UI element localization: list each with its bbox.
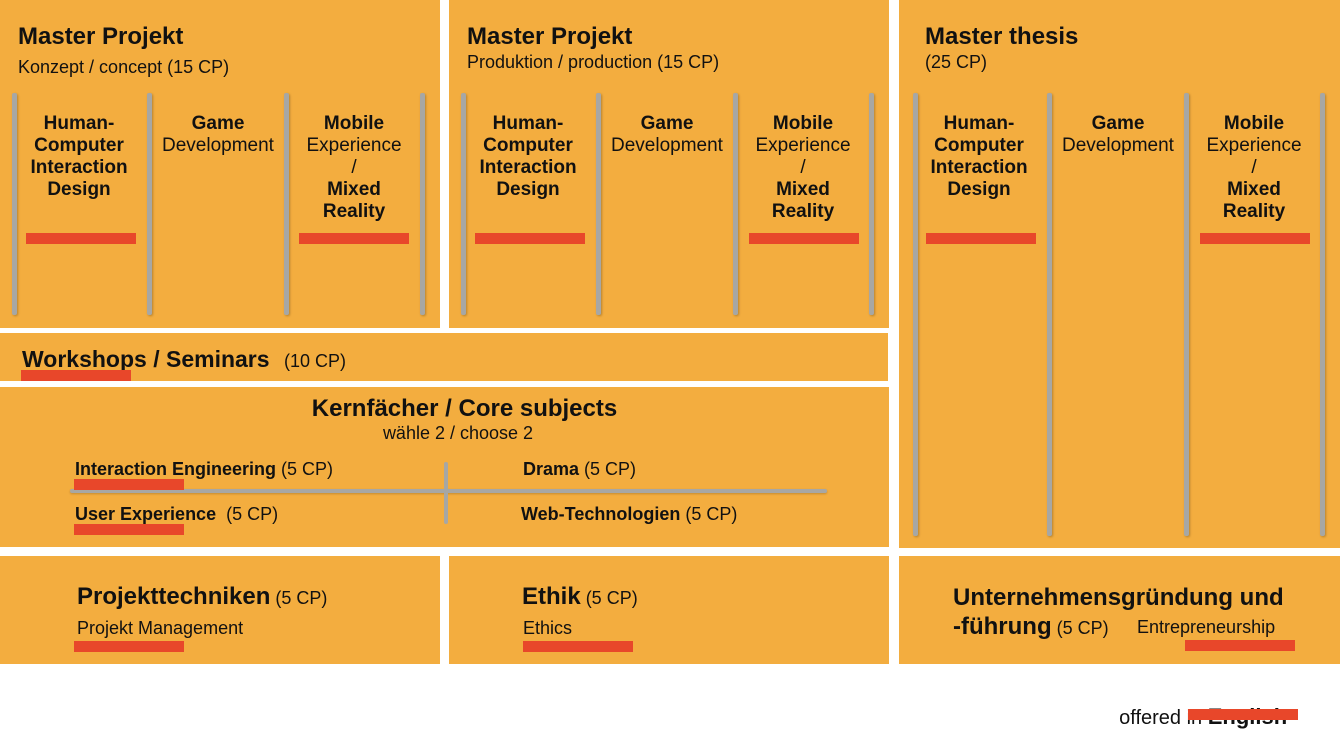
column-divider bbox=[284, 93, 289, 315]
column-game: Game Development bbox=[611, 113, 723, 156]
panel-ethik: Ethik (5 CP) Ethics bbox=[449, 556, 889, 664]
core-vertical-divider bbox=[444, 462, 448, 524]
column-divider bbox=[1047, 93, 1052, 536]
unternehmen-sub: Entrepreneurship bbox=[1137, 617, 1276, 637]
legend-english-marker bbox=[1188, 709, 1298, 720]
english-marker bbox=[26, 233, 136, 244]
column-divider bbox=[733, 93, 738, 315]
column-game: Game Development bbox=[162, 113, 274, 156]
english-marker bbox=[749, 233, 859, 244]
english-marker bbox=[74, 641, 184, 652]
panel-subtitle: (25 CP) bbox=[925, 52, 988, 72]
projekttechniken-title: Projekttechniken (5 CP) bbox=[77, 583, 328, 610]
core-title: Kernfächer / Core subjects bbox=[311, 395, 618, 422]
english-marker bbox=[21, 370, 131, 381]
panel-subtitle: Konzept / concept (15 CP) bbox=[18, 57, 230, 77]
unternehmen-title-line1: Unternehmensgründung und bbox=[953, 584, 1284, 611]
column-divider bbox=[147, 93, 152, 315]
panel-master-projekt-produktion: Master Projekt Produktion / production (… bbox=[449, 0, 889, 328]
english-marker bbox=[1185, 640, 1295, 651]
ethik-title: Ethik (5 CP) bbox=[522, 583, 638, 610]
panel-core-subjects: Kernfächer / Core subjects wähle 2 / cho… bbox=[0, 387, 889, 547]
panel-title: Master Projekt bbox=[467, 23, 633, 50]
english-marker bbox=[926, 233, 1036, 244]
core-subtitle: wähle 2 / choose 2 bbox=[382, 423, 534, 443]
english-marker bbox=[74, 479, 184, 490]
column-divider bbox=[12, 93, 17, 315]
workshops-title: Workshops / Seminars (10 CP) bbox=[22, 346, 347, 372]
ethik-sub: Ethics bbox=[523, 618, 573, 638]
english-marker bbox=[74, 524, 184, 535]
column-divider bbox=[1184, 93, 1189, 536]
core-horizontal-divider bbox=[70, 489, 827, 493]
column-hci: Human- Computer Interaction Design bbox=[30, 113, 128, 200]
panel-master-projekt-konzept: Master Projekt Konzept / concept (15 CP)… bbox=[0, 0, 440, 328]
column-mobile: Mobile Experience / Mixed Reality bbox=[755, 113, 851, 222]
core-item-web-technologien: Web-Technologien (5 CP) bbox=[521, 504, 738, 524]
panel-projekttechniken: Projekttechniken (5 CP) Projekt Manageme… bbox=[0, 556, 440, 664]
core-item-drama: Drama (5 CP) bbox=[523, 459, 637, 479]
panel-workshops-seminars: Workshops / Seminars (10 CP) bbox=[0, 333, 888, 381]
column-mobile: Mobile Experience / Mixed Reality bbox=[306, 113, 402, 222]
projekttechniken-sub: Projekt Management bbox=[77, 618, 244, 638]
column-divider bbox=[913, 93, 918, 536]
english-marker bbox=[299, 233, 409, 244]
column-divider bbox=[420, 93, 425, 315]
panel-unternehmensgruendung: Unternehmensgründung und -führung (5 CP)… bbox=[899, 556, 1340, 664]
english-marker bbox=[475, 233, 585, 244]
english-marker bbox=[523, 641, 633, 652]
column-divider bbox=[596, 93, 601, 315]
unternehmen-title-line2: -führung (5 CP) bbox=[953, 613, 1109, 640]
core-item-user-experience: User Experience (5 CP) bbox=[75, 504, 279, 524]
english-marker bbox=[1200, 233, 1310, 244]
column-mobile: Mobile Experience / Mixed Reality bbox=[1206, 113, 1302, 222]
panel-title: Master Projekt bbox=[18, 23, 184, 50]
column-divider bbox=[1320, 93, 1325, 536]
panel-title: Master thesis bbox=[925, 23, 1079, 50]
column-hci: Human- Computer Interaction Design bbox=[930, 113, 1028, 200]
core-item-interaction-engineering: Interaction Engineering (5 CP) bbox=[75, 459, 334, 479]
column-divider bbox=[461, 93, 466, 315]
column-game: Game Development bbox=[1062, 113, 1174, 156]
legend: offered in English bbox=[1108, 681, 1287, 730]
panel-master-thesis: Master thesis (25 CP) Human- Computer Inte… bbox=[899, 0, 1340, 548]
column-hci: Human- Computer Interaction Design bbox=[479, 113, 577, 200]
panel-subtitle: Produktion / production (15 CP) bbox=[467, 52, 720, 72]
column-divider bbox=[869, 93, 874, 315]
